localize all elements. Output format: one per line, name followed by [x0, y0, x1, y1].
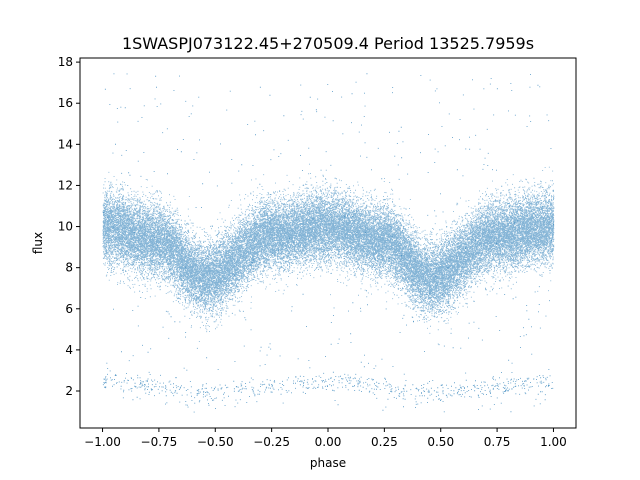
y-axis-label: flux — [31, 232, 45, 254]
y-tick-label: 2 — [65, 384, 73, 398]
x-tick-label: 0.50 — [427, 435, 454, 449]
x-axis-label: phase — [310, 456, 346, 470]
y-tick-label: 8 — [65, 261, 73, 275]
y-tick-label: 14 — [58, 137, 73, 151]
scatter-points — [102, 73, 555, 413]
x-tick-label: −0.75 — [141, 435, 178, 449]
x-tick-label: 0.75 — [484, 435, 511, 449]
x-tick-label: 0.00 — [315, 435, 342, 449]
plot-frame — [79, 57, 577, 429]
x-tick-label: 0.25 — [371, 435, 398, 449]
x-tick-label: −1.00 — [84, 435, 121, 449]
chart-title: 1SWASPJ073122.45+270509.4 Period 13525.7… — [122, 34, 534, 53]
y-tick-label: 18 — [58, 55, 73, 69]
y-tick-label: 6 — [65, 302, 73, 316]
y-tick-label: 12 — [58, 178, 73, 192]
y-tick-label: 16 — [58, 96, 73, 110]
x-axis: −1.00 −0.75 −0.50 −0.25 0.00 0.25 0.50 0.75 1.00 — [84, 428, 567, 449]
x-tick-label: −0.50 — [197, 435, 234, 449]
x-tick-label: −0.25 — [253, 435, 290, 449]
data-points-series-1 — [102, 163, 555, 345]
y-tick-label: 4 — [65, 343, 73, 357]
x-tick-label: 1.00 — [540, 435, 567, 449]
y-tick-label: 10 — [58, 220, 73, 234]
y-axis: 2 4 6 8 10 12 14 16 18 — [58, 55, 80, 398]
